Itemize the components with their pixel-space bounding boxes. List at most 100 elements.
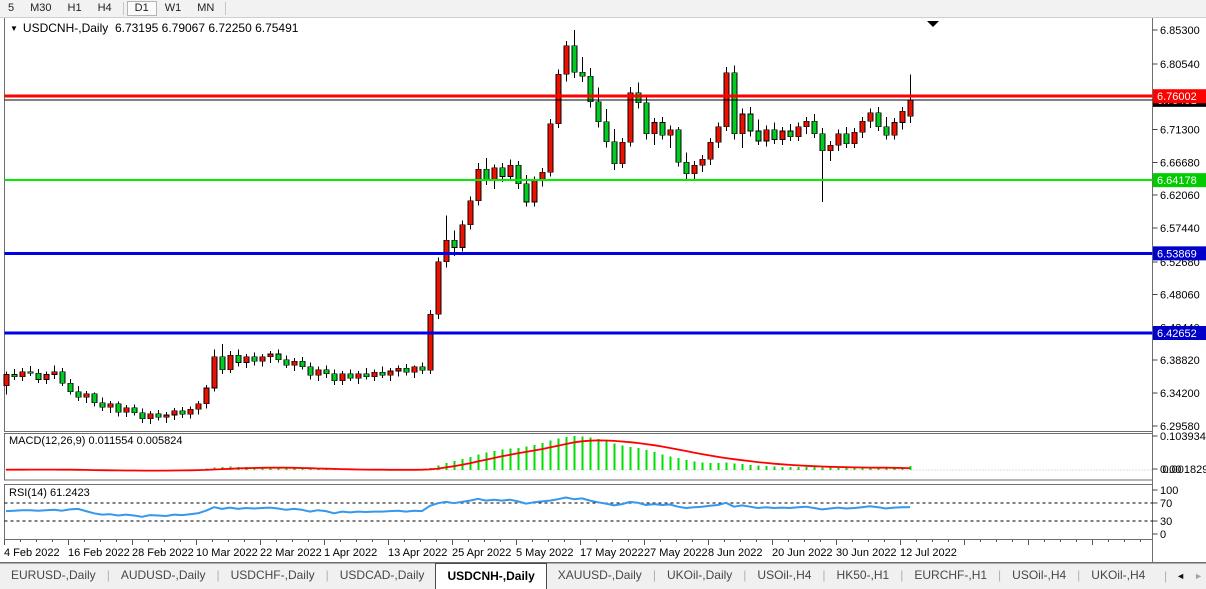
candle-body [811,120,818,135]
symbol-tab-hk50-h1[interactable]: HK50-,H1 [836,568,890,582]
candle-body [11,374,18,377]
timeframe-button-h4[interactable]: H4 [97,2,112,14]
candle-body [291,360,298,366]
candle-body [91,393,98,404]
price-axis-label: 6.57440 [1160,223,1200,235]
timeframe-button-d1[interactable]: D1 [126,1,157,16]
candle-body [283,359,290,366]
candle-body [387,370,394,376]
timeframe-button-m30[interactable]: M30 [30,2,52,14]
candle-body [771,129,778,140]
candle-body [323,369,330,375]
candle-body [83,393,90,398]
candle-body [819,133,826,152]
time-axis[interactable]: 4 Feb 2022 16 Feb 2022 28 Feb 2022 10 Mar 2… [4,540,1141,559]
candle-body [507,164,514,177]
candle-body [219,356,226,370]
candle-body [427,313,434,371]
symbol-tab-usdchf-daily[interactable]: USDCHF-,Daily [230,568,315,582]
candle-body [763,129,770,142]
candle-body [339,373,346,382]
candle-body [355,373,362,379]
time-axis-label: 5 May 2022 [516,547,573,559]
candle-body [483,169,490,180]
price-badge-label: 6.64178 [1157,175,1197,187]
timeframe-button-w1[interactable]: W1 [164,2,182,14]
candle-body [419,366,426,371]
candle-body [227,355,234,370]
time-axis-label: 25 Apr 2022 [452,547,511,559]
candle-body [331,373,338,382]
timeframe-button-mn[interactable]: MN [197,2,215,14]
symbol-tab-usoil-h4[interactable]: USOil-,H4 [757,568,812,582]
candle-body [875,112,882,128]
time-axis-label: 13 Apr 2022 [388,547,447,559]
tab-separator: | [216,568,220,582]
candle-body [835,133,842,146]
symbol-tab-usoil-h4[interactable]: USOil-,H4 [1012,568,1067,582]
rsi-line [5,496,911,518]
symbol-tab-eurchf-h1[interactable]: EURCHF-,H1 [914,568,988,582]
candle-body [371,372,378,377]
candle-body [435,261,442,315]
candle-body [707,142,714,160]
symbol-tab-audusd-daily[interactable]: AUDUSD-,Daily [120,568,206,582]
tab-separator: | [900,568,904,582]
price-axis-label: 6.34200 [1160,388,1200,400]
price-badge-label: 6.76002 [1157,91,1197,103]
candle-body [251,356,258,362]
tab-separator: | [1077,568,1081,582]
time-axis-label: 10 Mar 2022 [196,547,258,559]
symbol-tab-ukoil-daily[interactable]: UKOil-,Daily [666,568,733,582]
price-axis-label: 6.48060 [1160,290,1200,302]
candle-body [683,161,690,174]
macd-axis-label: 0.001829 [1163,464,1206,476]
candle-body [275,353,282,360]
candle-body [155,413,162,418]
candle-body [163,414,170,418]
candle-body [555,73,562,125]
tab-scroll-right-icon[interactable]: ► [1194,570,1203,581]
candle-body [179,410,186,415]
chart-title: ▼ USDCNH-,Daily 6.73195 6.79067 6.72250 6… [10,21,298,35]
symbol-tab-eurusd-daily[interactable]: EURUSD-,Daily [11,568,96,582]
symbol-tab-usdcad-daily[interactable]: USDCAD-,Daily [339,568,425,582]
candle-body [859,120,866,133]
symbol-tab-xauusd-daily[interactable]: XAUUSD-,Daily [557,568,642,582]
price-badge [1153,89,1206,104]
horizontal-level-lines[interactable] [4,94,1153,335]
candle-body [651,122,658,135]
candle-body [739,113,746,135]
chart-symbol-label: USDCNH-,Daily [22,21,109,35]
timeframe-button-5[interactable]: 5 [8,2,15,14]
time-axis-label: 22 Mar 2022 [260,547,322,559]
candle-body [3,374,10,387]
tab-separator: | [998,568,1002,582]
macd-pane: 0.103934 0.000.001829 [4,431,1206,476]
chart-dropdown-icon[interactable]: ▼ [10,24,18,33]
time-axis-label: 12 Jul 2022 [900,547,957,559]
tab-scroll-left-icon[interactable]: ◄ [1176,570,1186,581]
timeframe-toolbar: 5 M30 H1 H4 D1 W1 MN [0,0,1206,18]
timeframe-button-h1[interactable]: H1 [67,2,82,14]
candle-body [411,366,418,373]
price-badge-label: 6.42652 [1157,328,1197,340]
candle-body [603,121,610,142]
candle-body [19,371,26,377]
candle-body [787,130,794,138]
symbol-tab-usdcnh-daily[interactable]: USDCNH-,Daily [435,563,547,589]
candle-body [395,367,402,372]
candle-body [747,113,754,132]
price-axis[interactable]: 6.85300 6.80540 6.71300 6.66680 6.62060 6.574… [1152,25,1206,433]
price-badge-label: 6.53869 [1157,248,1197,260]
candle-body [131,407,138,414]
macd-axis-label: 0.103934 [1160,431,1206,443]
candle-body [643,102,650,135]
candle-body [59,371,66,384]
symbol-tab-ukoil-h4[interactable]: UKOil-,H4 [1091,568,1146,582]
candle-body [211,356,218,389]
candle-body [307,366,314,376]
candle-body [235,355,242,363]
